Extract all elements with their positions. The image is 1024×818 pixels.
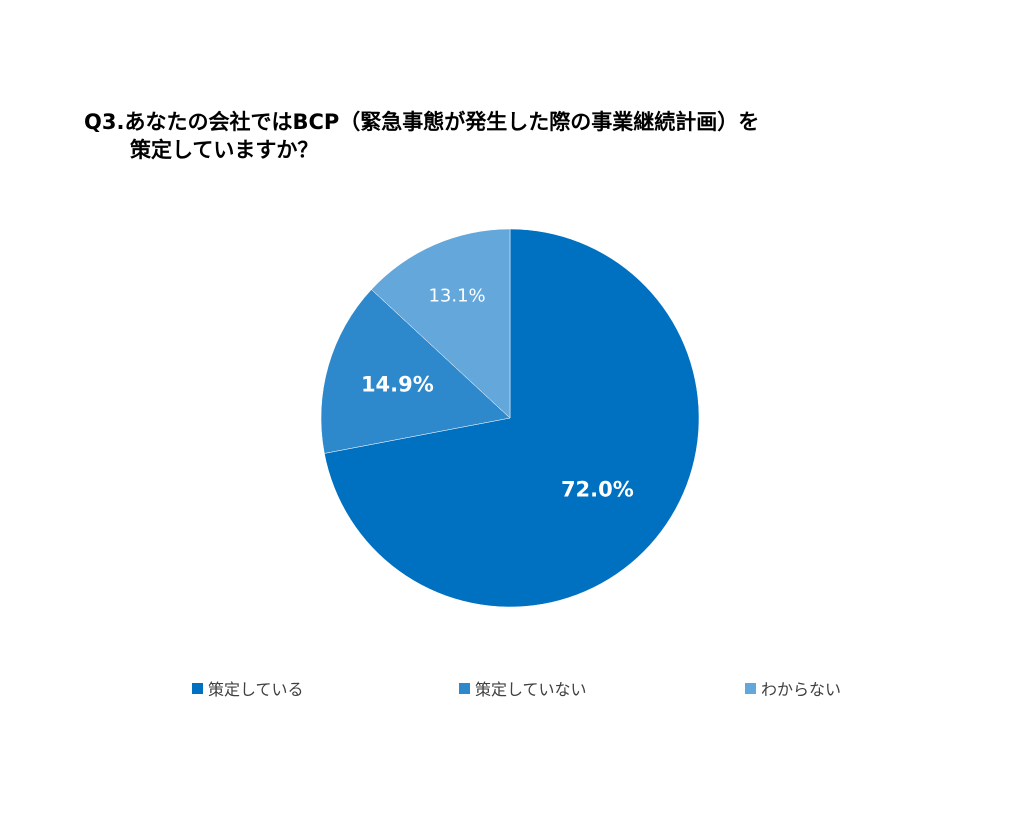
chart-title-line1: Q3.あなたの会社ではBCP（緊急事態が発生した際の事業継続計画）を xyxy=(84,110,760,134)
legend-item-strategy-defined: 策定している xyxy=(192,676,304,700)
legend-label: 策定していない xyxy=(475,680,587,699)
chart-title-line2: 策定していますか？ xyxy=(130,138,319,162)
data-label: 72.0% xyxy=(561,477,634,501)
legend-swatch xyxy=(192,682,203,694)
data-label: 14.9% xyxy=(361,373,434,397)
legend-label: わからない xyxy=(761,680,842,699)
chart-title: Q3.あなたの会社ではBCP（緊急事態が発生した際の事業継続計画）を 策定してい… xyxy=(84,108,984,164)
legend-label: 策定している xyxy=(208,680,304,699)
legend-item-unknown: わからない xyxy=(745,676,841,700)
legend-swatch xyxy=(745,682,756,694)
legend-swatch xyxy=(459,682,470,694)
pie-slice xyxy=(371,228,511,419)
pie-slice xyxy=(320,289,511,454)
legend-item-strategy-not-defined: 策定していない xyxy=(459,676,587,700)
legend: 策定している 策定していない わからない xyxy=(0,676,1024,700)
pie-slice xyxy=(324,228,700,608)
data-label: 13.1% xyxy=(428,286,485,307)
